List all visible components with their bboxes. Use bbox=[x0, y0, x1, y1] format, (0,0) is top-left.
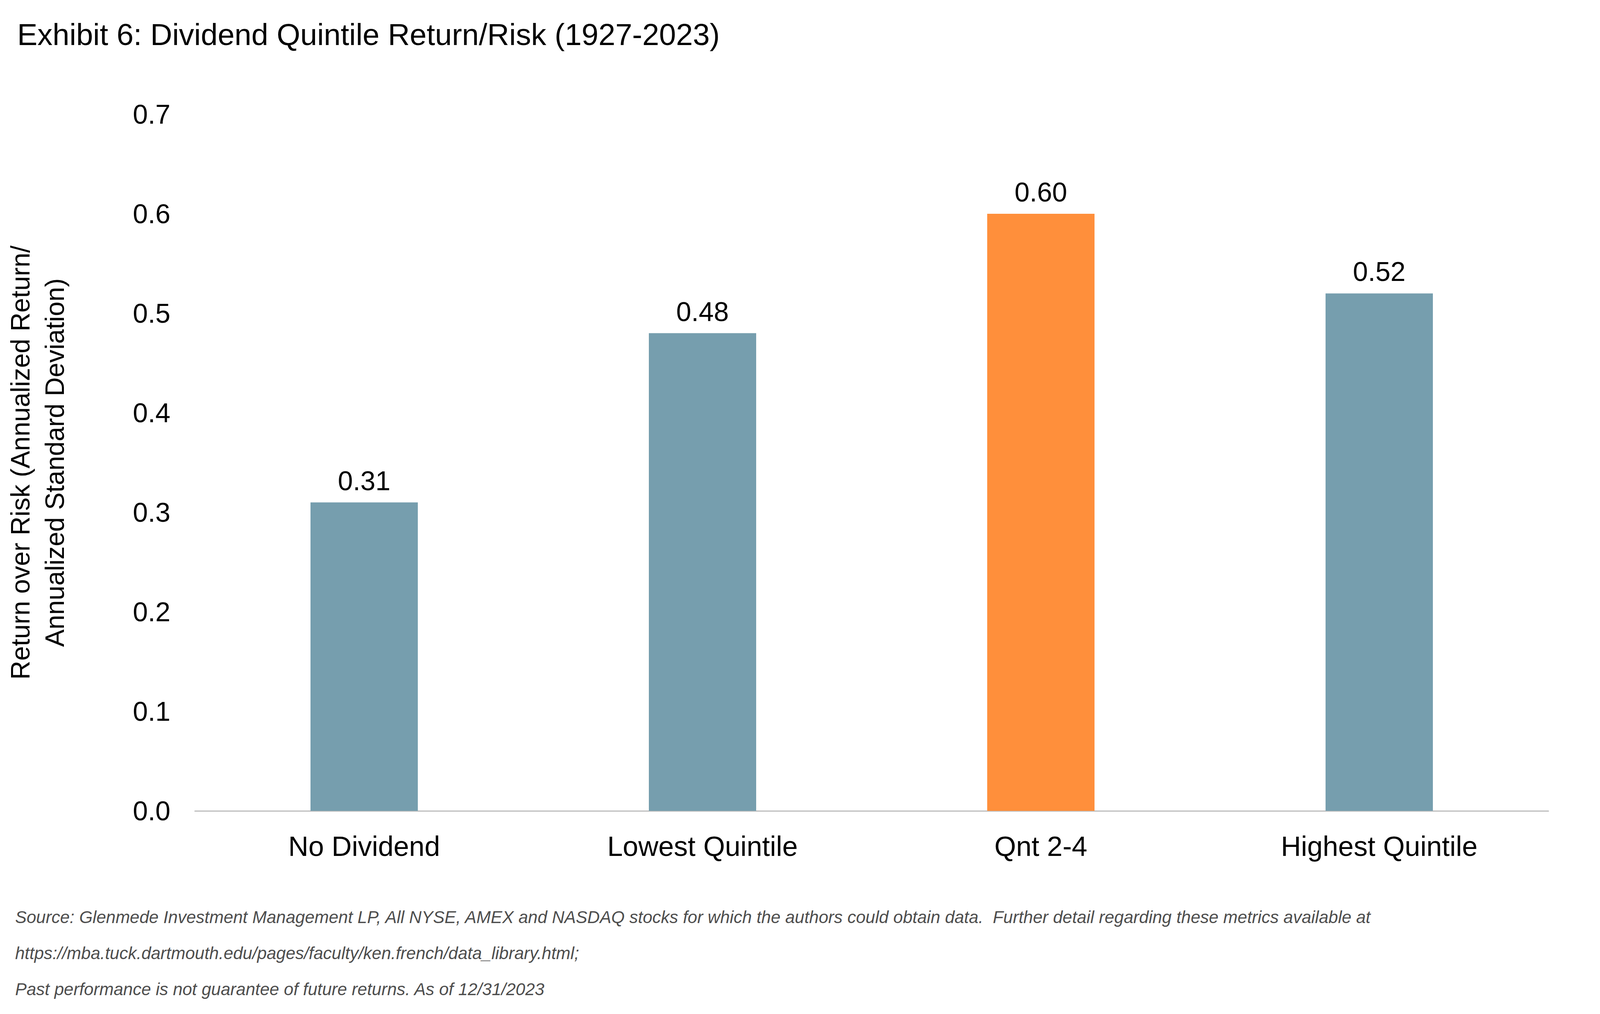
svg-text:0.4: 0.4 bbox=[132, 397, 171, 429]
svg-text:Source: Glenmede Investment Ma: Source: Glenmede Investment Management L… bbox=[15, 907, 1372, 927]
svg-text:Annualized Standard Deviation): Annualized Standard Deviation) bbox=[40, 278, 70, 647]
svg-text:0.31: 0.31 bbox=[337, 465, 391, 497]
svg-text:0.60: 0.60 bbox=[1014, 176, 1068, 208]
svg-text:0.52: 0.52 bbox=[1352, 256, 1406, 287]
svg-text:0.48: 0.48 bbox=[676, 296, 729, 327]
svg-text:0.6: 0.6 bbox=[132, 198, 171, 229]
svg-text:0.2: 0.2 bbox=[132, 596, 171, 628]
svg-text:0.5: 0.5 bbox=[132, 298, 171, 329]
svg-text:0.7: 0.7 bbox=[132, 99, 171, 130]
svg-text:No Dividend: No Dividend bbox=[288, 830, 440, 862]
svg-text:Lowest Quintile: Lowest Quintile bbox=[607, 830, 798, 862]
svg-text:https://mba.tuck.dartmouth.edu: https://mba.tuck.dartmouth.edu/pages/fac… bbox=[15, 943, 580, 964]
svg-text:0.1: 0.1 bbox=[132, 696, 171, 727]
svg-text:Return over Risk (Annualized R: Return over Risk (Annualized Return/ bbox=[5, 245, 36, 680]
svg-text:Highest Quintile: Highest Quintile bbox=[1280, 830, 1478, 862]
svg-text:Past performance is not guaran: Past performance is not guarantee of fut… bbox=[15, 979, 545, 1000]
svg-text:0.3: 0.3 bbox=[132, 497, 171, 528]
svg-text:0.0: 0.0 bbox=[132, 795, 171, 827]
svg-text:Exhibit 6: Dividend Quintile R: Exhibit 6: Dividend Quintile Return/Risk… bbox=[17, 17, 720, 52]
svg-text:Qnt 2-4: Qnt 2-4 bbox=[994, 830, 1088, 862]
